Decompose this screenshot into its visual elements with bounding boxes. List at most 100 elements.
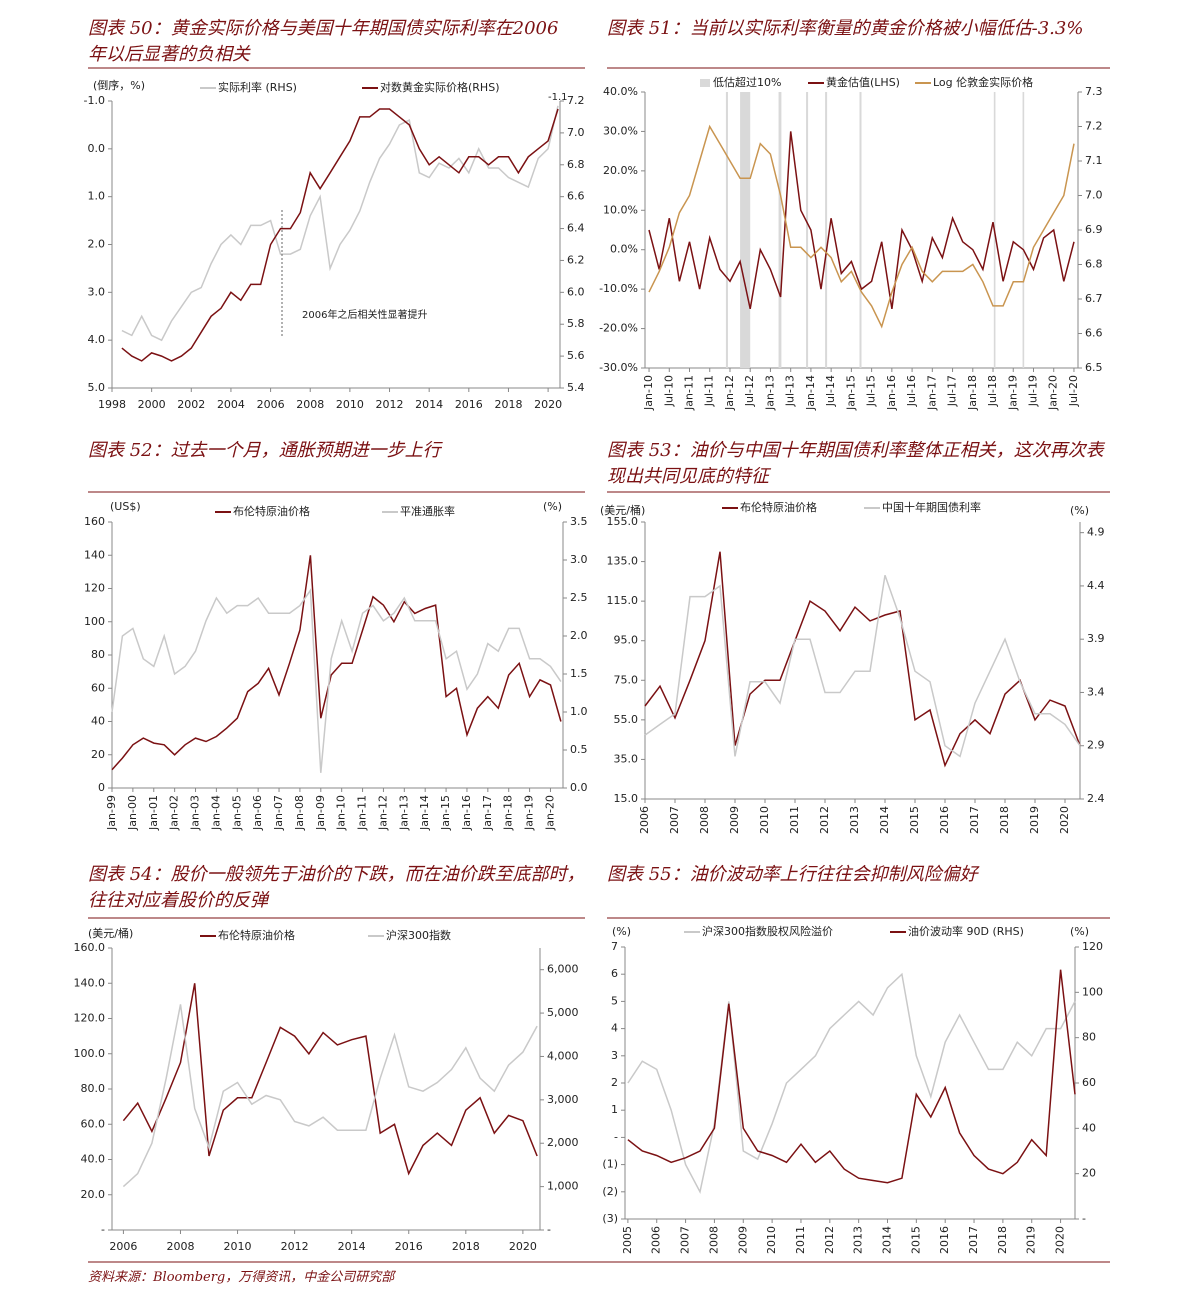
y2-tick-label: - — [1082, 1212, 1086, 1225]
y2-tick-label: 5,000 — [547, 1006, 579, 1019]
x-tick-label: 2008 — [707, 1226, 720, 1254]
y2-tick-label: 7.2 — [567, 94, 585, 107]
x-tick-label: 2019 — [1028, 806, 1041, 834]
x-tick-label: Jan-00 — [126, 795, 139, 831]
x-tick-label: Jan-15 — [844, 375, 857, 411]
band — [740, 92, 751, 368]
x-tick-label: Jul-16 — [905, 375, 918, 407]
x-tick-label: 2005 — [621, 1226, 634, 1254]
y2-tick-label: 0.5 — [570, 743, 588, 756]
x-tick-label: 2007 — [679, 1226, 692, 1254]
legend-label: 布伦特原油价格 — [218, 928, 295, 942]
series-line — [644, 551, 1081, 768]
x-tick-label: 2013 — [848, 806, 861, 834]
x-tick-label: Jul-17 — [946, 375, 959, 407]
y-tick-label: 3 — [611, 1049, 618, 1062]
x-tick-label: 1998 — [98, 398, 126, 411]
x-tick-label: 2015 — [908, 806, 921, 834]
y2-tick-label: 40 — [1082, 1121, 1096, 1134]
y2-tick-label: 6.7 — [1085, 292, 1103, 305]
legend-label: 实际利率 (RHS) — [218, 80, 297, 94]
x-tick-label: Jul-18 — [986, 375, 999, 407]
annotation: -1.1 — [548, 92, 568, 103]
x-tick-label: Jan-20 — [1047, 375, 1060, 411]
y2-tick-label: 5.4 — [567, 381, 585, 394]
y2-tick-label: 0.0 — [570, 781, 588, 794]
y-tick-label: 10.0% — [603, 203, 638, 216]
x-tick-label: 2012 — [281, 1240, 309, 1253]
chart-title: 图表 55：油价波动率上行往往会抑制风险偏好 — [607, 864, 978, 885]
y-tick-label: 140 — [84, 548, 105, 561]
x-tick-label: Jul-12 — [743, 375, 756, 407]
y-axis-label: (%) — [612, 925, 631, 938]
series-line — [121, 108, 559, 362]
x-tick-label: Jan-12 — [723, 375, 736, 411]
x-tick-label: 2006 — [257, 398, 285, 411]
y-tick-label: -30.0% — [599, 361, 638, 374]
y-tick-label: 1.0 — [88, 190, 106, 203]
y-tick-label: 60 — [91, 681, 105, 694]
y2-tick-label: 4.9 — [1087, 526, 1105, 539]
x-tick-label: Jan-05 — [230, 795, 243, 831]
y-tick-label: 7 — [611, 940, 618, 953]
x-tick-label: 2018 — [996, 1226, 1009, 1254]
y-tick-label: 30.0% — [603, 124, 638, 137]
x-tick-label: 2006 — [109, 1240, 137, 1253]
y-tick-label: 160 — [84, 515, 105, 528]
y2-tick-label: 6.6 — [1085, 327, 1103, 340]
x-tick-label: Jan-16 — [460, 795, 473, 831]
x-tick-label: 2014 — [878, 806, 891, 834]
y2-tick-label: 2,000 — [547, 1136, 579, 1149]
legend-label: Log 伦敦金实际价格 — [933, 75, 1033, 89]
y-tick-label: 155.0 — [607, 515, 639, 528]
y-tick-label: (1) — [602, 1158, 618, 1171]
x-tick-label: Jan-19 — [523, 795, 536, 831]
y2-tick-label: 1.0 — [570, 705, 588, 718]
legend-label: 沪深300指数 — [386, 928, 451, 942]
band — [806, 92, 809, 368]
y-tick-label: 20.0 — [81, 1188, 106, 1201]
x-tick-label: Jul-20 — [1067, 375, 1080, 407]
y-tick-label: 40 — [91, 715, 105, 728]
y-axis-label: (US$) — [110, 500, 141, 513]
x-tick-label: 2019 — [1025, 1226, 1038, 1254]
legend-label: 低估超过10% — [713, 75, 781, 89]
x-tick-label: Jan-12 — [376, 795, 389, 831]
y-tick-label: 20 — [91, 748, 105, 761]
y2-tick-label: 7.0 — [1085, 189, 1103, 202]
series-line — [122, 983, 538, 1176]
y-tick-label: 40.0% — [603, 85, 638, 98]
y-tick-label: 2 — [611, 1076, 618, 1089]
y-tick-label: 0.0% — [610, 243, 638, 256]
band — [859, 92, 862, 368]
x-tick-label: Jan-02 — [168, 795, 181, 831]
y2-tick-label: 60 — [1082, 1076, 1096, 1089]
band — [825, 92, 828, 368]
x-tick-label: Jan-10 — [642, 375, 655, 411]
annotation: 2006年之后相关性显著提升 — [302, 310, 428, 321]
y-tick-label: -10.0% — [599, 282, 638, 295]
x-tick-label: 2006 — [638, 806, 651, 834]
x-tick-label: Jan-16 — [885, 375, 898, 411]
x-tick-label: 2007 — [668, 806, 681, 834]
source-note: 资料来源：Bloomberg，万得资讯，中金公司研究部 — [88, 1270, 395, 1285]
band — [1022, 92, 1025, 368]
y2-tick-label: 4,000 — [547, 1049, 579, 1062]
x-tick-label: 2011 — [794, 1226, 807, 1254]
x-tick-label: Jan-20 — [543, 795, 556, 831]
y-tick-label: 1 — [611, 1103, 618, 1116]
x-tick-label: 2018 — [452, 1240, 480, 1253]
series-line — [644, 575, 1081, 758]
y2-tick-label: 6.0 — [567, 285, 585, 298]
x-tick-label: Jan-19 — [1006, 375, 1019, 411]
x-tick-label: Jan-04 — [209, 795, 222, 831]
x-tick-label: 2010 — [224, 1240, 252, 1253]
y-tick-label: 75.0 — [614, 673, 639, 686]
x-tick-label: Jul-15 — [865, 375, 878, 407]
series-line — [648, 131, 1075, 310]
x-tick-label: 2016 — [395, 1240, 423, 1253]
y-tick-label: 0 — [98, 781, 105, 794]
x-tick-label: Jul-19 — [1026, 375, 1039, 407]
x-tick-label: 2004 — [217, 398, 245, 411]
